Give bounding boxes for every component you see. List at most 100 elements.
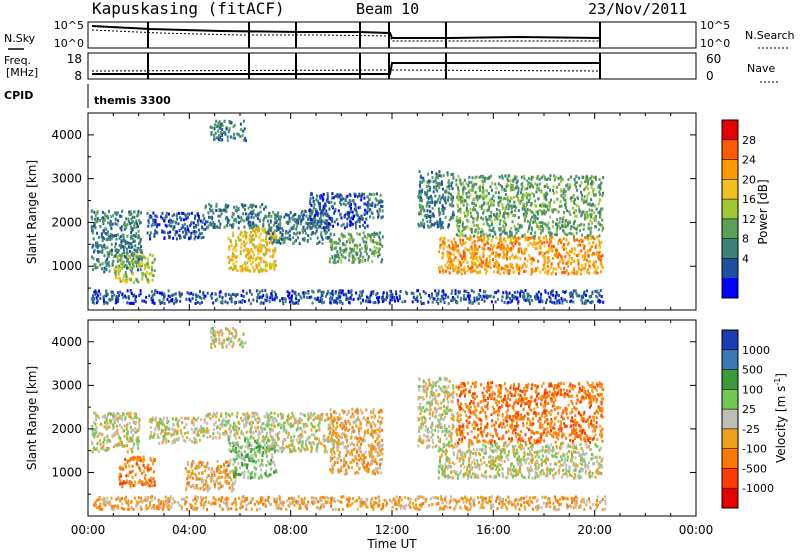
range-cell: [524, 187, 527, 191]
range-cell: [441, 187, 444, 191]
range-cell: [569, 212, 572, 216]
range-cell: [457, 290, 460, 294]
range-cell: [440, 226, 442, 230]
range-cell: [478, 205, 481, 209]
range-cell: [538, 299, 541, 303]
range-cell: [148, 234, 151, 238]
range-cell: [510, 204, 513, 208]
range-cell: [133, 294, 135, 298]
range-cell: [132, 433, 134, 437]
range-cell: [352, 297, 355, 301]
range-cell: [202, 479, 205, 482]
range-cell: [295, 294, 298, 298]
range-cell: [489, 260, 492, 263]
range-cell: [182, 225, 185, 229]
range-cell: [151, 295, 154, 299]
range-cell: [534, 234, 536, 238]
range-cell: [263, 268, 266, 272]
range-cell: [524, 269, 527, 273]
range-cell: [231, 225, 234, 229]
range-cell: [527, 229, 530, 233]
range-cell: [221, 128, 224, 131]
range-cell: [463, 226, 466, 229]
range-cell: [523, 194, 526, 198]
range-cell: [537, 259, 540, 263]
range-cell: [113, 267, 116, 271]
range-cell: [547, 221, 550, 225]
range-cell: [553, 200, 556, 204]
range-cell: [337, 295, 340, 299]
range-cell: [132, 455, 135, 459]
range-cell: [504, 231, 506, 235]
range-cell: [514, 241, 517, 244]
range-cell: [161, 301, 164, 304]
range-cell: [360, 195, 363, 199]
range-cell: [418, 170, 421, 174]
range-cell: [592, 261, 595, 265]
range-cell: [303, 213, 305, 217]
range-cell: [127, 245, 130, 249]
range-cell: [271, 241, 274, 245]
range-cell: [211, 473, 213, 477]
range-cell: [589, 230, 592, 233]
range-cell: [476, 215, 479, 219]
range-cell: [178, 229, 181, 233]
range-cell: [289, 211, 292, 215]
range-cell: [111, 233, 113, 237]
range-cell: [141, 256, 144, 260]
range-cell: [251, 266, 254, 270]
range-cell: [563, 211, 565, 214]
range-cell: [457, 194, 460, 197]
range-cell: [295, 297, 298, 301]
range-cell: [118, 416, 121, 420]
range-cell: [163, 292, 166, 296]
range-cell: [476, 217, 479, 221]
range-cell: [523, 218, 526, 221]
range-cell: [215, 209, 218, 212]
range-cell: [519, 200, 522, 204]
range-cell: [316, 222, 319, 226]
range-cell: [195, 418, 198, 422]
range-cell: [379, 209, 382, 213]
range-cell: [187, 460, 189, 464]
range-cell: [147, 219, 150, 223]
range-cell: [150, 265, 153, 269]
range-cell: [577, 259, 580, 263]
range-cell: [502, 251, 505, 255]
range-cell: [441, 195, 444, 199]
range-cell: [141, 299, 144, 303]
range-cell: [548, 259, 551, 263]
range-cell: [240, 245, 243, 249]
range-cell: [279, 241, 282, 245]
range-cell: [306, 222, 309, 226]
range-cell: [597, 257, 600, 261]
range-cell: [495, 212, 498, 216]
range-cell: [118, 465, 121, 469]
range-cell: [442, 212, 445, 215]
range-cell: [594, 216, 597, 219]
range-cell: [546, 270, 549, 274]
range-cell: [474, 176, 477, 180]
range-cell: [530, 262, 533, 266]
range-cell: [381, 244, 384, 248]
range-cell: [472, 206, 475, 210]
range-cell: [149, 231, 152, 235]
range-cell: [228, 248, 231, 251]
range-cell: [266, 297, 269, 301]
range-cell: [599, 299, 602, 303]
range-cell: [210, 470, 213, 474]
range-cell: [111, 294, 114, 298]
range-cell: [198, 217, 201, 221]
range-cell: [429, 296, 432, 300]
range-cell: [418, 183, 421, 187]
range-cell: [583, 223, 586, 227]
range-cell: [331, 216, 334, 220]
range-cell: [588, 191, 590, 195]
range-cell: [508, 247, 511, 251]
range-cell: [108, 235, 111, 239]
range-cell: [457, 262, 460, 266]
range-cell: [331, 245, 334, 249]
range-cell: [464, 214, 466, 218]
range-cell: [228, 245, 231, 249]
